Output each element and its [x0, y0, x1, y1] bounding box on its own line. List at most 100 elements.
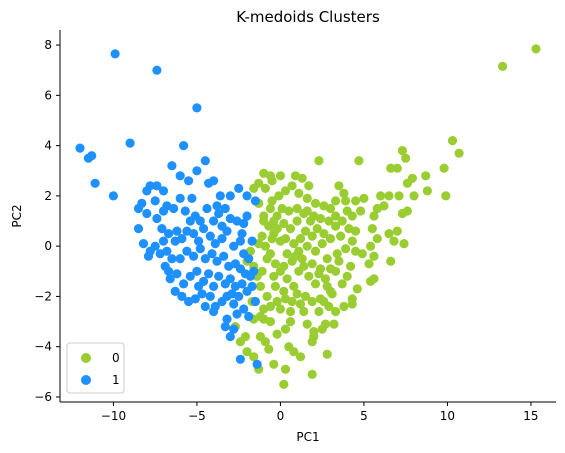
legend-label-1: 1	[112, 373, 120, 387]
y-tick-label: −4	[34, 340, 52, 354]
data-point-cluster-0	[259, 304, 269, 314]
data-point-cluster-1	[170, 236, 180, 246]
data-point-cluster-0	[325, 264, 336, 274]
data-point-cluster-0	[307, 231, 317, 241]
data-point-cluster-1	[217, 234, 227, 244]
data-point-cluster-1	[194, 281, 204, 291]
data-point-cluster-1	[219, 251, 229, 261]
data-point-cluster-0	[344, 224, 354, 234]
data-point-cluster-0	[339, 301, 349, 312]
x-tick-label: −5	[188, 409, 206, 423]
data-point-cluster-0	[364, 259, 374, 269]
data-point-cluster-1	[209, 281, 219, 291]
data-point-cluster-0	[341, 196, 351, 206]
data-point-cluster-1	[138, 239, 149, 249]
data-point-cluster-0	[282, 249, 292, 259]
data-point-cluster-1	[172, 269, 182, 279]
data-point-cluster-0	[272, 296, 282, 307]
data-point-cluster-0	[304, 181, 314, 191]
y-tick-label: 4	[44, 139, 52, 153]
data-point-cluster-0	[342, 271, 352, 281]
data-point-cluster-0	[289, 239, 299, 249]
data-point-cluster-1	[179, 141, 189, 151]
data-point-cluster-0	[341, 244, 351, 254]
data-point-cluster-0	[329, 319, 339, 329]
x-tick-label: 0	[277, 409, 285, 423]
data-point-cluster-0	[332, 249, 342, 259]
data-point-cluster-0	[337, 279, 347, 289]
data-point-cluster-0	[267, 234, 277, 244]
data-point-cluster-1	[225, 274, 235, 284]
data-point-cluster-0	[356, 206, 366, 216]
data-point-cluster-0	[274, 191, 284, 201]
data-point-cluster-0	[346, 261, 356, 271]
data-point-cluster-0	[354, 156, 364, 166]
y-tick-label: 6	[44, 88, 52, 102]
legend-marker-0	[81, 353, 91, 363]
data-point-cluster-1	[170, 286, 180, 296]
data-point-cluster-0	[384, 191, 394, 201]
data-point-cluster-0	[307, 296, 317, 307]
data-point-cluster-1	[158, 186, 169, 196]
data-point-cluster-1	[133, 224, 144, 234]
data-point-cluster-0	[302, 206, 312, 216]
data-point-cluster-0	[531, 44, 541, 54]
data-point-cluster-0	[295, 299, 306, 309]
data-point-cluster-0	[279, 261, 289, 271]
data-point-cluster-1	[209, 176, 219, 186]
data-point-cluster-0	[275, 171, 285, 181]
data-point-cluster-1	[152, 213, 162, 224]
data-point-cluster-0	[284, 206, 294, 216]
data-point-cluster-1	[237, 229, 247, 239]
data-point-cluster-1	[212, 201, 222, 211]
data-point-cluster-0	[454, 148, 464, 158]
data-point-cluster-1	[75, 143, 85, 153]
data-point-cluster-0	[289, 281, 299, 291]
data-point-cluster-0	[322, 254, 332, 264]
data-point-cluster-0	[280, 324, 291, 334]
data-point-cluster-0	[262, 291, 272, 301]
data-point-cluster-1	[180, 206, 190, 216]
data-point-cluster-0	[282, 274, 292, 284]
data-point-cluster-0	[302, 319, 312, 329]
data-point-cluster-0	[267, 196, 277, 206]
legend-label-0: 0	[112, 351, 120, 365]
data-point-cluster-1	[179, 279, 189, 289]
data-point-cluster-1	[197, 289, 207, 299]
data-point-cluster-1	[175, 254, 185, 264]
data-point-cluster-1	[87, 151, 97, 161]
data-point-cluster-0	[307, 369, 317, 379]
data-point-cluster-1	[229, 324, 239, 334]
data-point-cluster-0	[260, 241, 270, 251]
data-point-cluster-0	[290, 171, 301, 181]
data-point-cluster-1	[182, 246, 192, 256]
data-point-cluster-1	[215, 191, 225, 201]
data-point-cluster-1	[239, 304, 249, 314]
data-point-cluster-1	[177, 291, 187, 301]
y-tick-label: 8	[44, 38, 52, 52]
data-point-cluster-0	[369, 274, 379, 284]
legend: 0 1	[66, 342, 125, 394]
data-point-cluster-0	[402, 206, 412, 216]
data-point-cluster-0	[262, 254, 272, 264]
data-point-cluster-1	[145, 181, 155, 191]
data-point-cluster-0	[235, 337, 245, 347]
data-point-cluster-1	[234, 183, 244, 193]
data-point-cluster-0	[242, 347, 252, 357]
data-point-cluster-0	[402, 178, 412, 188]
data-point-cluster-0	[322, 281, 332, 291]
data-point-cluster-0	[312, 224, 322, 234]
x-tick-label: 15	[523, 409, 538, 423]
data-point-cluster-0	[352, 284, 362, 294]
x-tick-label: −10	[101, 409, 126, 423]
data-point-cluster-0	[289, 347, 299, 357]
data-point-cluster-0	[255, 281, 265, 291]
data-point-cluster-1	[222, 314, 232, 324]
data-point-cluster-0	[270, 259, 280, 269]
data-point-cluster-1	[169, 203, 179, 214]
data-point-cluster-1	[227, 289, 237, 299]
data-point-cluster-1	[239, 218, 249, 229]
data-point-cluster-1	[165, 274, 175, 284]
data-point-cluster-1	[152, 65, 162, 75]
data-point-cluster-1	[189, 251, 199, 261]
